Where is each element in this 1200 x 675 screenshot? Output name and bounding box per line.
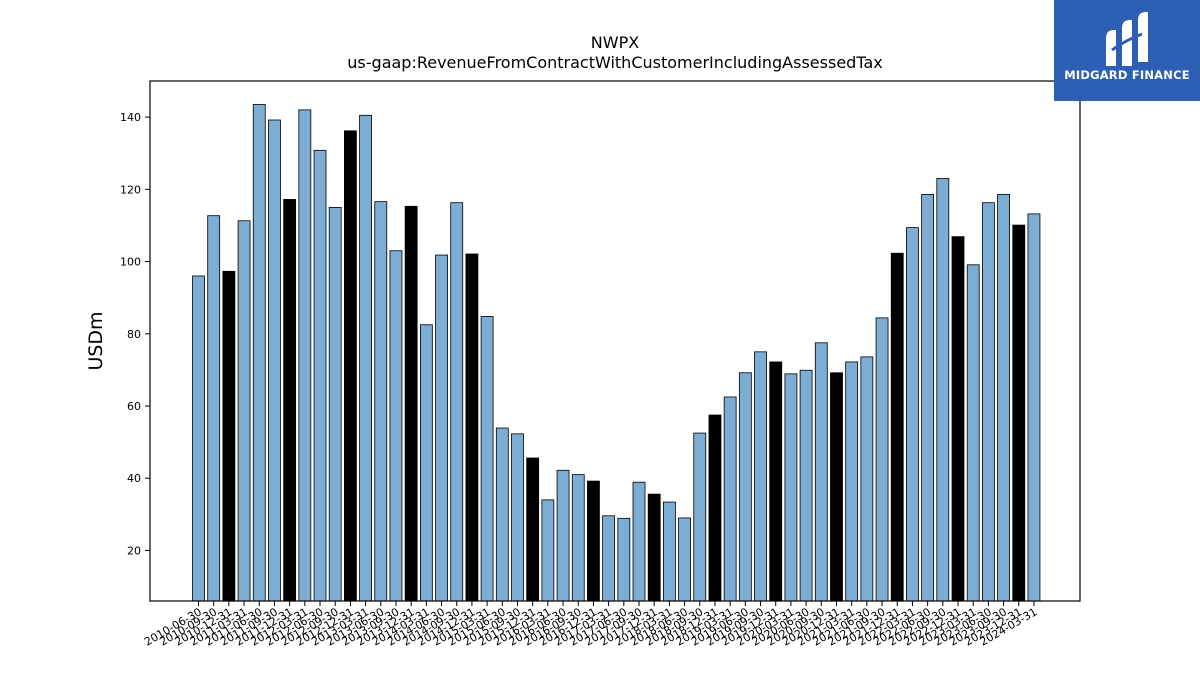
bar-2021-09-30 [875, 317, 889, 602]
logo-text: MIDGARD FINANCE [1064, 68, 1190, 82]
plot-frame [149, 80, 1081, 602]
bar-2020-03-31 [784, 373, 798, 602]
bar-2012-06-30 [313, 149, 327, 602]
bar-2011-03-31 [237, 220, 251, 602]
y-tick-label: 40 [127, 472, 141, 485]
bar-2014-12-31 [465, 253, 479, 602]
bar-2019-06-30 [738, 372, 752, 602]
bar-2010-09-30 [207, 215, 221, 602]
bar-2022-03-31 [906, 227, 919, 602]
bar-2021-12-31 [890, 252, 904, 602]
bar-2018-09-30 [693, 432, 707, 602]
bar-2013-09-30 [389, 250, 403, 602]
bar-2018-12-31 [708, 414, 722, 602]
y-tick-label: 60 [127, 400, 141, 413]
y-tick-label: 100 [120, 256, 141, 269]
y-tick-label: 20 [127, 544, 141, 557]
bar-2016-03-31 [541, 499, 555, 602]
bar-2017-12-31 [647, 493, 661, 602]
bar-2013-06-30 [374, 201, 388, 602]
bar-2015-12-31 [526, 457, 540, 602]
bar-2013-03-31 [359, 114, 372, 602]
bar-2022-09-30 [936, 178, 950, 602]
bar-2020-06-30 [799, 369, 813, 602]
midgard-finance-logo: MIDGARD FINANCE [1054, 0, 1200, 101]
bar-2012-09-30 [328, 206, 342, 602]
bars-group [192, 104, 1041, 602]
bar-2016-12-31 [587, 480, 600, 602]
y-tick-label: 120 [120, 183, 141, 196]
bar-2014-09-30 [450, 202, 464, 602]
y-tick-label: 80 [127, 328, 141, 341]
bar-2017-03-31 [602, 515, 616, 602]
x-axis: 2010-06-302010-09-302010-12-312011-03-31… [142, 601, 1039, 649]
bar-2022-06-30 [921, 193, 935, 602]
bar-2016-09-30 [571, 474, 585, 602]
bar-2023-09-30 [997, 193, 1010, 602]
bar-2020-12-31 [830, 372, 843, 602]
bar-2014-06-30 [435, 254, 448, 602]
bar-2017-09-30 [632, 481, 646, 602]
bar-2023-06-30 [981, 202, 995, 602]
bar-2010-06-30 [192, 275, 205, 602]
bar-2015-06-30 [495, 427, 509, 602]
bar-2021-03-31 [845, 361, 859, 602]
bar-2018-03-31 [662, 501, 676, 602]
bar-2015-03-31 [480, 316, 494, 602]
y-axis-label: USDm [85, 311, 107, 370]
bar-2021-06-30 [860, 356, 874, 602]
bar-2019-03-31 [723, 396, 737, 602]
bar-2015-09-30 [511, 433, 524, 602]
bar-2019-12-31 [769, 361, 783, 602]
bar-2010-12-31 [222, 270, 236, 602]
bar-2016-06-30 [556, 469, 570, 602]
y-axis: 20 40 60 80 100 120 140 [120, 111, 150, 557]
bar-2017-06-30 [617, 517, 631, 602]
y-tick-label: 140 [120, 111, 141, 124]
bar-2013-12-31 [404, 205, 418, 602]
bar-2018-06-30 [678, 517, 691, 602]
logo-mark-icon [1106, 12, 1148, 66]
bar-2020-09-30 [814, 342, 828, 602]
bar-2011-06-30 [252, 104, 266, 602]
bar-2011-12-31 [283, 199, 297, 602]
chart-title: NWPX [591, 33, 639, 52]
bar-2023-12-31 [1012, 224, 1026, 602]
bar-2012-03-31 [298, 109, 312, 602]
bar-2014-03-31 [419, 324, 433, 602]
bar-2012-12-31 [343, 130, 357, 602]
chart-subtitle: us-gaap:RevenueFromContractWithCustomerI… [347, 53, 882, 72]
bar-2023-03-31 [966, 264, 980, 602]
bar-2019-09-30 [754, 351, 767, 602]
bar-2022-12-31 [951, 236, 965, 602]
bar-2024-03-31 [1027, 213, 1041, 602]
bar-2011-09-30 [268, 119, 281, 602]
